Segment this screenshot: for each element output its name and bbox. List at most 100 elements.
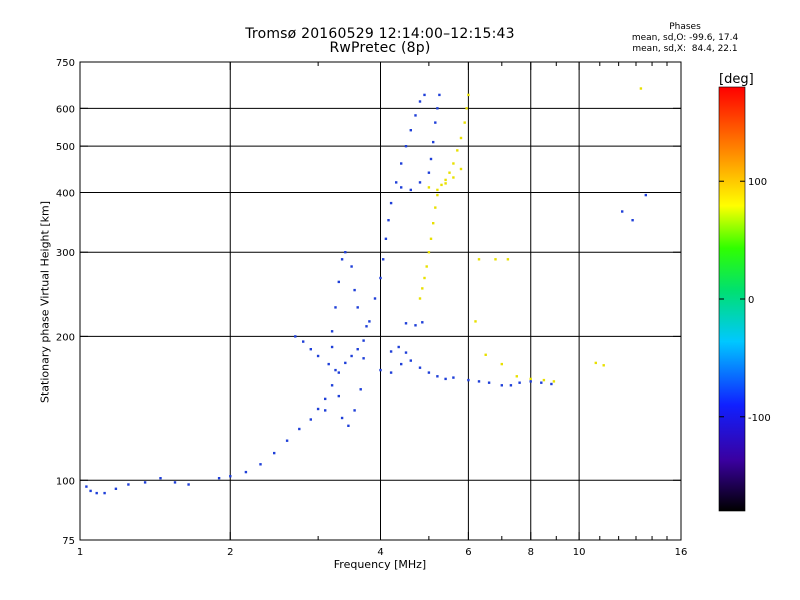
o-mode-point bbox=[404, 145, 408, 148]
data-points bbox=[85, 87, 647, 495]
y-axis-label: Stationary phase Virtual Height [km] bbox=[38, 200, 52, 404]
x-mode-point bbox=[474, 320, 477, 323]
x-mode-point bbox=[552, 380, 556, 383]
colorbar-ticks: 100 0 -100 bbox=[719, 177, 771, 424]
o-mode-point bbox=[340, 258, 344, 261]
x-mode-point bbox=[500, 362, 503, 366]
colorbar-tick-label: -100 bbox=[748, 413, 771, 424]
o-mode-point bbox=[379, 276, 382, 280]
o-mode-point bbox=[427, 371, 431, 374]
o-mode-point bbox=[518, 381, 521, 384]
y-tick-label: 400 bbox=[56, 188, 75, 199]
o-mode-point bbox=[434, 121, 437, 124]
x-mode-point bbox=[427, 251, 431, 254]
o-mode-point bbox=[294, 335, 297, 338]
o-mode-point bbox=[438, 93, 441, 97]
o-mode-point bbox=[409, 129, 412, 132]
x-mode-point bbox=[456, 149, 459, 152]
o-mode-point bbox=[427, 171, 431, 174]
o-mode-point bbox=[400, 362, 403, 366]
o-mode-point bbox=[259, 463, 262, 466]
x-mode-point bbox=[602, 364, 605, 367]
x-mode-point bbox=[494, 258, 497, 261]
o-mode-point bbox=[324, 409, 327, 412]
o-mode-point bbox=[350, 265, 353, 268]
o-mode-point bbox=[302, 340, 305, 343]
x-mode-point bbox=[639, 87, 643, 90]
y-tick-label: 300 bbox=[56, 248, 75, 259]
o-mode-point bbox=[89, 489, 92, 493]
phase-stats: Phases mean, sd,O: -99.6, 17.4 mean, sd,… bbox=[600, 22, 770, 55]
x-mode-point bbox=[467, 93, 470, 97]
o-mode-point bbox=[330, 345, 334, 349]
o-mode-point bbox=[550, 382, 553, 386]
x-mode-point bbox=[429, 237, 433, 240]
grid-lines bbox=[80, 62, 681, 540]
o-mode-point bbox=[382, 258, 385, 261]
o-mode-point bbox=[487, 381, 491, 384]
o-mode-point bbox=[400, 186, 403, 189]
o-mode-point bbox=[418, 181, 422, 184]
colorbar-tick-label: 0 bbox=[748, 295, 754, 306]
y-tick-label: 750 bbox=[56, 58, 75, 69]
x-tick-label: 6 bbox=[465, 547, 471, 558]
y-tick-label: 500 bbox=[56, 142, 75, 153]
o-mode-point bbox=[334, 368, 337, 372]
x-mode-point bbox=[423, 276, 426, 280]
y-tick-label: 75 bbox=[62, 536, 75, 547]
o-mode-point bbox=[389, 201, 393, 205]
o-mode-point bbox=[387, 219, 390, 222]
x-mode-point bbox=[452, 176, 455, 179]
o-mode-point bbox=[337, 394, 340, 398]
x-mode-point bbox=[594, 361, 597, 365]
y-tick-label: 600 bbox=[56, 104, 75, 115]
o-mode-point bbox=[334, 306, 337, 309]
o-mode-point bbox=[316, 354, 320, 358]
o-mode-point bbox=[159, 477, 162, 480]
stats-o-mode: mean, sd,O: -99.6, 17.4 bbox=[631, 33, 739, 43]
o-mode-point bbox=[347, 424, 350, 427]
o-mode-point bbox=[409, 188, 412, 192]
o-mode-point bbox=[444, 377, 447, 381]
o-mode-point bbox=[404, 322, 408, 325]
o-mode-point bbox=[229, 475, 232, 478]
o-mode-point bbox=[359, 388, 362, 391]
chart-title: Tromsø 20160529 12:14:00–12:15:43 bbox=[245, 26, 515, 42]
o-mode-point bbox=[143, 481, 147, 484]
x-mode-point bbox=[542, 378, 546, 382]
x-mode-point bbox=[444, 182, 447, 185]
o-mode-point bbox=[373, 297, 377, 300]
x-mode-point bbox=[465, 107, 468, 110]
o-mode-point bbox=[340, 416, 344, 420]
o-mode-point bbox=[187, 483, 190, 486]
o-mode-point bbox=[217, 477, 221, 480]
o-mode-point bbox=[409, 359, 412, 362]
o-mode-point bbox=[103, 491, 106, 495]
o-mode-point bbox=[631, 219, 634, 222]
o-mode-point bbox=[309, 418, 312, 421]
o-mode-point bbox=[356, 348, 359, 351]
o-mode-point bbox=[362, 357, 365, 360]
x-mode-point bbox=[463, 121, 466, 124]
x-mode-point bbox=[425, 265, 428, 268]
o-mode-point bbox=[95, 491, 98, 495]
o-mode-point bbox=[529, 380, 532, 383]
x-mode-point bbox=[515, 375, 518, 378]
x-tick-label: 16 bbox=[675, 547, 688, 558]
o-mode-point bbox=[337, 280, 340, 284]
x-tick-label: 8 bbox=[528, 547, 534, 558]
x-tick-label: 4 bbox=[377, 547, 383, 558]
x-mode-point bbox=[477, 258, 481, 261]
o-mode-point bbox=[509, 384, 513, 387]
o-mode-point bbox=[423, 93, 426, 97]
o-mode-point bbox=[418, 100, 422, 103]
o-mode-point bbox=[395, 181, 398, 184]
o-mode-point bbox=[500, 384, 503, 387]
x-mode-point bbox=[427, 186, 431, 189]
stats-x-mode: mean, sd,X: 84.4, 22.1 bbox=[632, 44, 738, 54]
x-mode-point bbox=[418, 297, 422, 300]
o-mode-point bbox=[344, 361, 347, 365]
y-tick-label: 100 bbox=[56, 476, 75, 487]
o-mode-point bbox=[379, 368, 382, 372]
